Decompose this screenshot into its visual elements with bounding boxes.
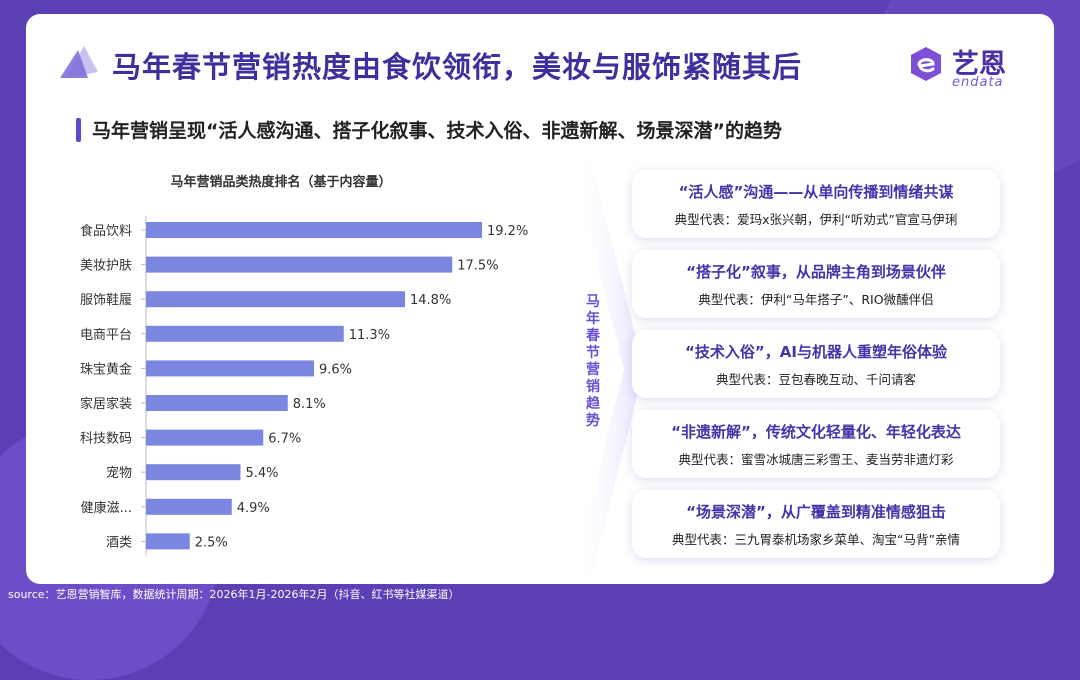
trend-card: “技术入俗”，AI与机器人重塑年俗体验 典型代表：豆包春晚互动、千问请客: [632, 330, 1000, 398]
trend-example: 典型代表：豆包春晚互动、千问请客: [715, 372, 916, 387]
data-label: 8.1%: [293, 397, 326, 412]
bar: [146, 222, 482, 238]
category-heat-bar-chart: 马年营销品类热度排名（基于内容量） 食品饮料 19.2% 美妆护肤 17.5% 服饰鞋履 1…: [80, 174, 528, 556]
y-tick-label: 酒类: [106, 535, 132, 550]
endata-logo-icon: [911, 47, 941, 81]
data-label: 5.4%: [246, 466, 279, 481]
triangle-decoration-icon: [60, 46, 98, 78]
y-tick-label: 珠宝黄金: [80, 361, 132, 377]
data-label: 14.8%: [410, 293, 451, 308]
trend-example: 典型代表：三九胃泰机场家乡菜单、淘宝“马背”亲情: [672, 532, 960, 547]
trend-title: “活人感”沟通——从单向传播到情绪共谋: [678, 183, 954, 201]
data-label: 4.9%: [237, 501, 270, 516]
trend-title: “搭子化”叙事，从品牌主角到场景伙伴: [686, 263, 946, 281]
trend-card: “搭子化”叙事，从品牌主角到场景伙伴 典型代表：伊利“马年搭子”、RIO微醺伴侣: [632, 250, 1000, 318]
trend-title: “场景深潜”，从广覆盖到精准情感狙击: [686, 503, 946, 521]
data-label: 11.3%: [349, 328, 390, 343]
y-tick-label: 服饰鞋履: [80, 292, 132, 308]
source-footer: source：艺恩营销智库，数据统计周期：2026年1月-2026年2月（抖音、…: [8, 588, 460, 601]
bar: [146, 533, 190, 550]
data-label: 17.5%: [457, 259, 498, 274]
trend-card: “场景深潜”，从广覆盖到精准情感狙击 典型代表：三九胃泰机场家乡菜单、淘宝“马背…: [632, 490, 1000, 558]
trend-example: 典型代表：爱玛x张兴朝，伊利“听劝式”官宣马伊琍: [674, 212, 958, 227]
y-tick-label: 美妆护肤: [80, 259, 132, 274]
bar: [146, 429, 264, 446]
bar: [146, 325, 344, 342]
logo-text-en: endata: [952, 75, 1004, 90]
data-label: 6.7%: [268, 432, 301, 447]
data-label: 2.5%: [195, 535, 228, 550]
y-tick-label: 食品饮料: [80, 223, 132, 239]
y-tick-label: 电商平台: [80, 328, 132, 343]
trend-side-label: 马年春节营销趋势: [586, 294, 600, 429]
y-tick-label: 健康滋...: [81, 500, 132, 516]
y-tick-label: 家居家装: [80, 396, 132, 412]
trend-card: “非遗新解”，传统文化轻量化、年轻化表达 典型代表：蜜雪冰城唐三彩雪王、麦当劳非…: [632, 410, 1000, 478]
y-tick-label: 宠物: [106, 465, 132, 481]
page-title: 马年春节营销热度由食饮领衔，美妆与服饰紧随其后: [112, 50, 803, 84]
trend-card: “活人感”沟通——从单向传播到情绪共谋 典型代表：爱玛x张兴朝，伊利“听劝式”官…: [632, 170, 1000, 238]
trend-title: “技术入俗”，AI与机器人重塑年俗体验: [685, 343, 947, 361]
bar: [146, 360, 314, 377]
trend-example: 典型代表：伊利“马年搭子”、RIO微醺伴侣: [698, 292, 934, 307]
logo-text-cn: 艺恩: [952, 49, 1006, 80]
logo: 艺恩 endata: [906, 42, 1026, 94]
subtitle-accent-bar: [76, 118, 81, 142]
trend-example: 典型代表：蜜雪冰城唐三彩雪王、麦当劳非遗灯彩: [678, 452, 954, 467]
chart-title: 马年营销品类热度排名（基于内容量）: [170, 174, 391, 190]
trend-title: “非遗新解”，传统文化轻量化、年轻化表达: [671, 423, 961, 441]
bar: [146, 256, 453, 273]
data-label: 9.6%: [319, 362, 352, 377]
bar: [146, 464, 241, 481]
content-card: 马年春节营销热度由食饮领衔，美妆与服饰紧随其后 艺恩 endata 马年营销呈现…: [26, 14, 1054, 584]
subtitle: 马年营销呈现“活人感沟通、搭子化叙事、技术入俗、非遗新解、场景深潜”的趋势: [92, 120, 782, 142]
data-label: 19.2%: [487, 224, 528, 239]
trend-chevron-panel: [572, 164, 644, 574]
y-tick-label: 科技数码: [80, 432, 132, 447]
bar: [146, 395, 288, 411]
bar: [146, 498, 232, 515]
bar: [146, 291, 405, 308]
